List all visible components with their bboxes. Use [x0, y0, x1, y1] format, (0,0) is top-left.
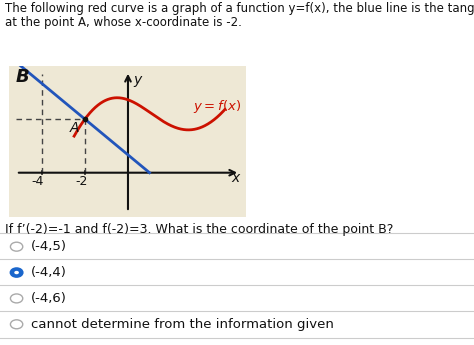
Text: x: x: [232, 171, 240, 185]
Text: cannot determine from the information given: cannot determine from the information gi…: [31, 318, 334, 331]
Text: If f’(-2)=-1 and f(-2)=3. What is the coordinate of the point B?: If f’(-2)=-1 and f(-2)=3. What is the co…: [5, 223, 393, 236]
Text: $y=f(x)$: $y=f(x)$: [192, 98, 241, 115]
Text: y: y: [133, 73, 142, 87]
Text: A: A: [70, 121, 79, 135]
Text: (-4,6): (-4,6): [31, 292, 67, 305]
Text: (-4,4): (-4,4): [31, 266, 67, 279]
Text: B: B: [16, 68, 30, 86]
Text: at the point A, whose x-coordinate is -2.: at the point A, whose x-coordinate is -2…: [5, 16, 242, 29]
Text: The following red curve is a graph of a function y=f(x), the blue line is the ta: The following red curve is a graph of a …: [5, 2, 474, 15]
Text: (-4,5): (-4,5): [31, 240, 67, 253]
Text: -4: -4: [31, 175, 44, 188]
Text: -2: -2: [75, 175, 88, 188]
